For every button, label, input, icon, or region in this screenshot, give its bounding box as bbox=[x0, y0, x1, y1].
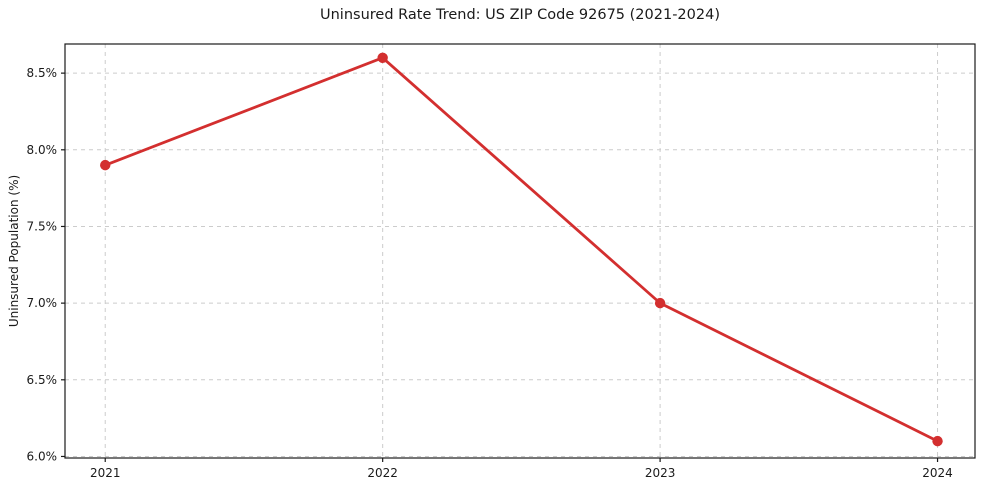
x-tick-label: 2023 bbox=[645, 466, 676, 480]
y-tick-label: 8.0% bbox=[27, 143, 58, 157]
chart-title: Uninsured Rate Trend: US ZIP Code 92675 … bbox=[320, 7, 720, 23]
x-tick-label: 2024 bbox=[922, 466, 953, 480]
y-tick-label: 8.5% bbox=[27, 66, 58, 80]
x-tick-label: 2022 bbox=[367, 466, 398, 480]
data-point bbox=[100, 159, 111, 171]
plot-border bbox=[64, 43, 976, 459]
y-tick-label: 6.5% bbox=[27, 373, 58, 387]
data-point bbox=[932, 435, 943, 447]
data-point bbox=[377, 52, 388, 63]
y-tick-label: 6.0% bbox=[27, 449, 58, 463]
trend-line bbox=[103, 56, 939, 443]
y-tick-label: 7.5% bbox=[27, 219, 58, 233]
x-tick-label: 2021 bbox=[90, 466, 121, 480]
y-tick-label: 7.0% bbox=[27, 296, 58, 310]
data-point bbox=[654, 297, 666, 309]
